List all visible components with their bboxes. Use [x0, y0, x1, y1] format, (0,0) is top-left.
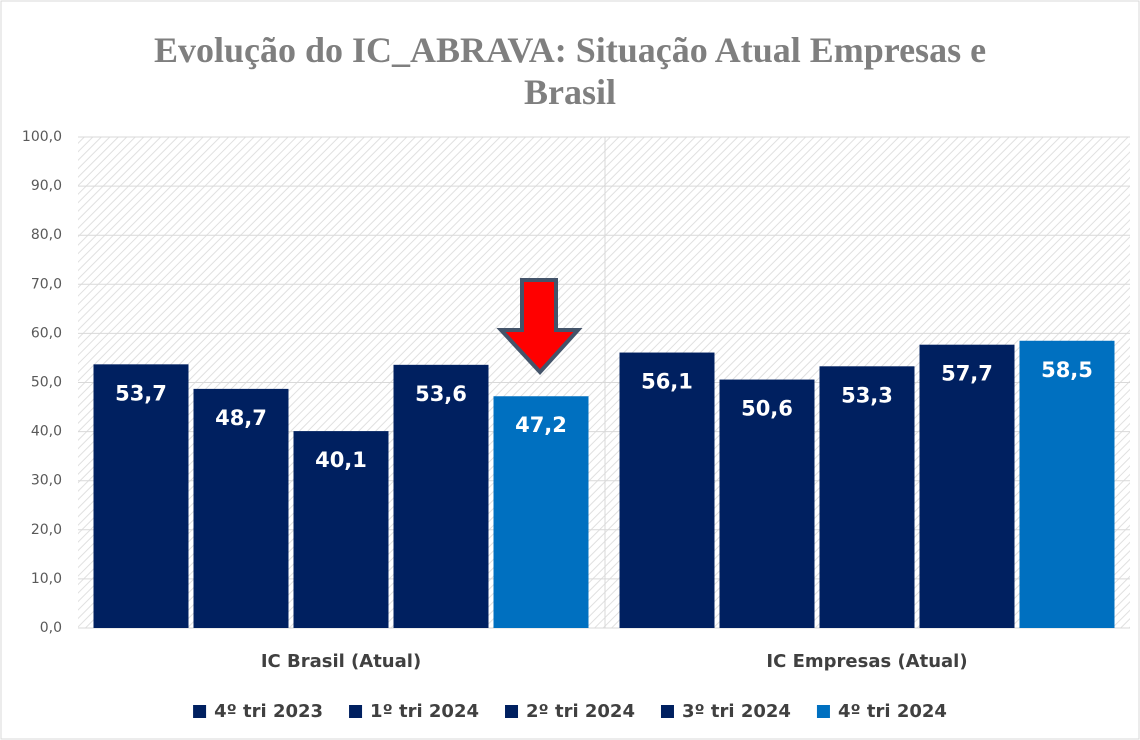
arrow: [496, 278, 583, 375]
value-label: 48,7: [215, 406, 267, 430]
bar: [619, 352, 715, 628]
y-tick-label: 90,0: [31, 178, 62, 194]
bar: [719, 379, 815, 628]
value-label: 57,7: [941, 362, 993, 386]
y-tick-label: 40,0: [31, 424, 62, 440]
bar: [493, 396, 589, 628]
legend-label: 4º tri 2023: [214, 701, 323, 722]
legend-label: 1º tri 2024: [370, 701, 479, 722]
value-label: 56,1: [641, 370, 693, 394]
title-line: Brasil: [524, 72, 616, 112]
legend-swatch: [349, 705, 363, 718]
value-label: 53,7: [115, 381, 167, 405]
y-tick-label: 100,0: [22, 129, 62, 145]
y-tick-label: 60,0: [31, 325, 62, 341]
value-label: 58,5: [1041, 358, 1093, 382]
value-label: 50,6: [741, 397, 793, 421]
legend-label: 3º tri 2024: [682, 701, 791, 722]
chart-title: Evolução do IC_ABRAVA: Situação Atual Em…: [154, 30, 986, 112]
value-label: 53,3: [841, 383, 893, 407]
title-line: Evolução do IC_ABRAVA: Situação Atual Em…: [154, 30, 986, 70]
y-tick-label: 50,0: [31, 375, 62, 391]
y-tick-label: 10,0: [31, 571, 62, 587]
legend-swatch: [816, 705, 830, 718]
y-tick-label: 80,0: [31, 227, 62, 243]
legend-label: 4º tri 2024: [838, 701, 947, 722]
legend-label: 2º tri 2024: [526, 701, 635, 722]
x-tick-label: IC Empresas (Atual): [766, 651, 967, 672]
value-label: 40,1: [315, 448, 367, 472]
bar: [293, 431, 389, 628]
legend-swatch: [660, 705, 674, 718]
bar: [919, 344, 1015, 628]
legend-swatch: [193, 705, 207, 718]
y-tick-label: 70,0: [31, 276, 62, 292]
bar: [93, 364, 189, 628]
x-tick-label: IC Brasil (Atual): [261, 651, 421, 672]
bar: [193, 388, 289, 628]
bar: [1019, 340, 1115, 628]
bar: [819, 366, 915, 628]
legend-swatch: [505, 705, 519, 718]
value-label: 53,6: [415, 382, 467, 406]
y-tick-label: 30,0: [31, 473, 62, 489]
y-tick-label: 0,0: [40, 620, 62, 636]
value-label: 47,2: [515, 413, 567, 437]
bar: [393, 364, 489, 628]
y-tick-label: 20,0: [31, 522, 62, 538]
